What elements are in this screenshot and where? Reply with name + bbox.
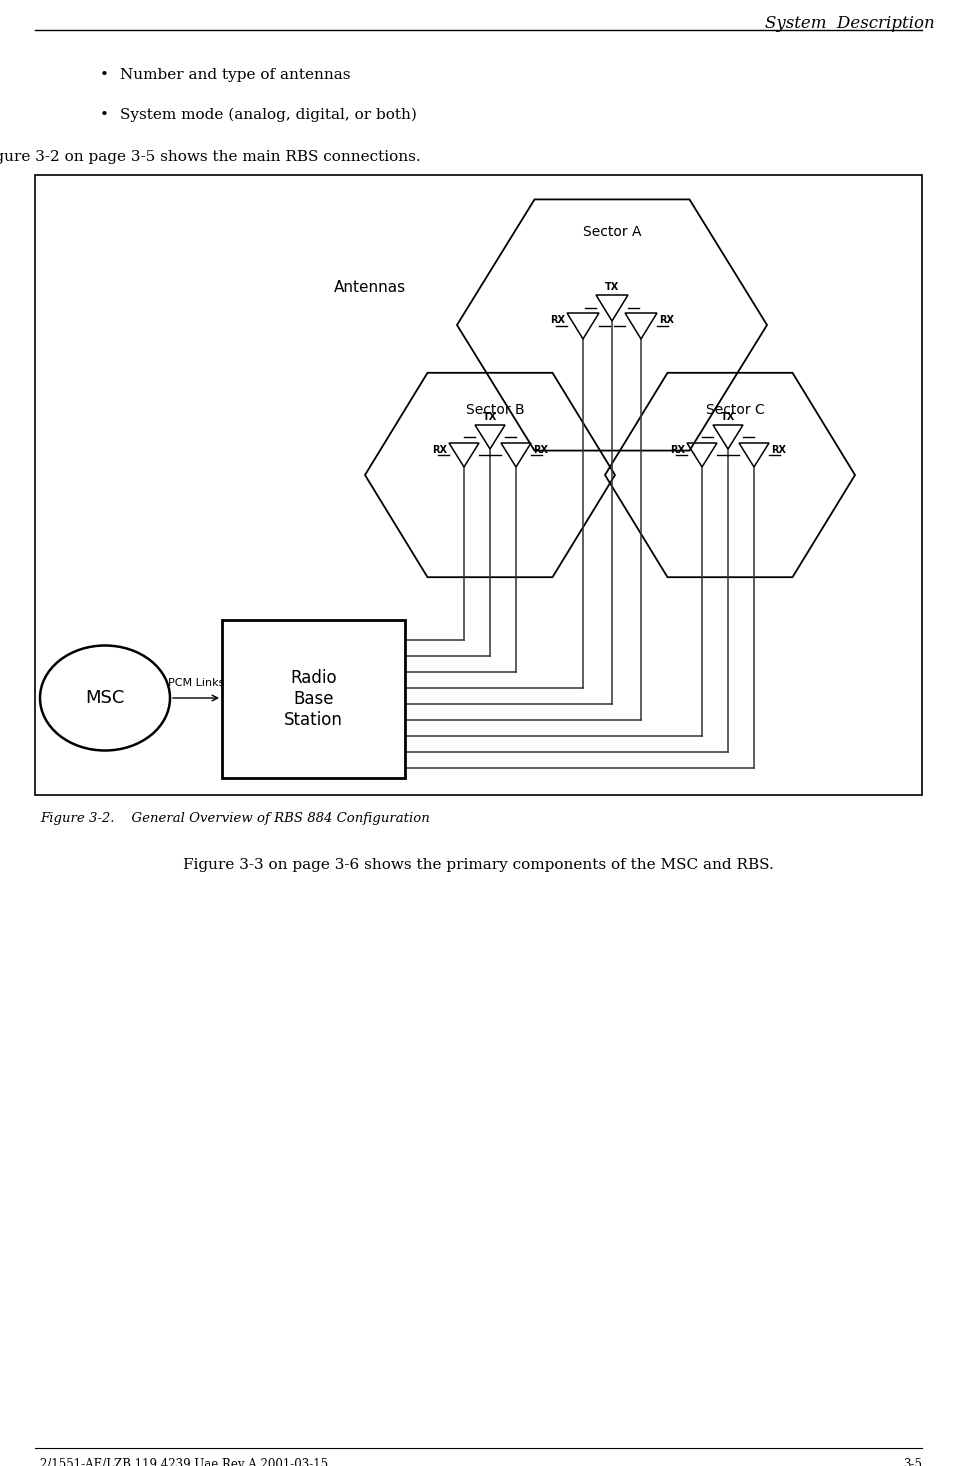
Text: RX: RX [550,315,565,325]
Text: Number and type of antennas: Number and type of antennas [120,67,350,82]
Text: 3-5: 3-5 [903,1459,922,1466]
Text: RX: RX [670,446,685,454]
Text: RX: RX [771,446,786,454]
Text: RX: RX [533,446,548,454]
Text: RX: RX [659,315,674,325]
Text: Antennas: Antennas [334,280,406,295]
Text: Figure 3-2.    General Overview of RBS 884 Configuration: Figure 3-2. General Overview of RBS 884 … [40,812,430,825]
Text: Sector B: Sector B [466,403,524,416]
Text: Radio
Base
Station: Radio Base Station [284,668,343,729]
Text: System  Description: System Description [766,15,935,32]
Text: TX: TX [483,412,497,422]
Ellipse shape [40,645,170,751]
Text: PCM Links: PCM Links [167,677,224,688]
Text: 2/1551-AE/LZB 119 4239 Uae Rev A 2001-03-15: 2/1551-AE/LZB 119 4239 Uae Rev A 2001-03… [40,1459,328,1466]
Text: •: • [100,108,109,122]
Text: System mode (analog, digital, or both): System mode (analog, digital, or both) [120,108,417,122]
Text: Figure 3-2 on page 3-5 shows the main RBS connections.: Figure 3-2 on page 3-5 shows the main RB… [0,150,421,164]
Text: Sector C: Sector C [705,403,765,416]
Text: •: • [100,67,109,82]
Text: Sector A: Sector A [583,224,641,239]
Bar [35,174,922,795]
Text: Figure 3-3 on page 3-6 shows the primary components of the MSC and RBS.: Figure 3-3 on page 3-6 shows the primary… [183,858,773,872]
Bar [222,620,405,778]
Text: MSC: MSC [85,689,124,707]
Text: TX: TX [721,412,735,422]
Text: RX: RX [432,446,447,454]
Text: TX: TX [605,281,619,292]
